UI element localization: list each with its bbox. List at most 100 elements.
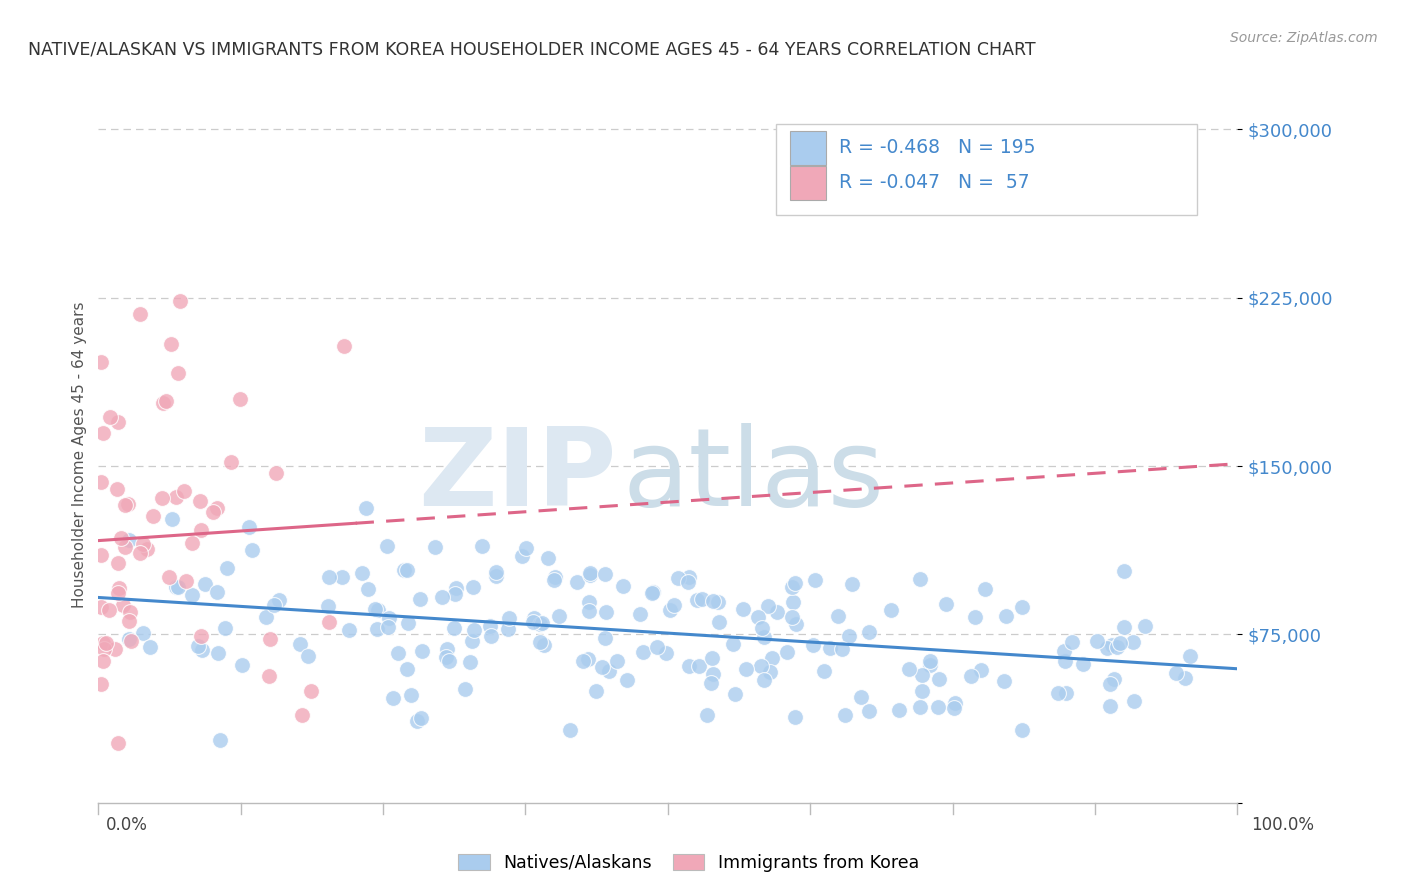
Point [841, 577, 863, 591]
Point [1135, 619, 1157, 633]
Point [688, 659, 710, 673]
Point [707, 595, 730, 609]
Point [686, 592, 709, 607]
Legend: Natives/Alaskans, Immigrants from Korea: Natives/Alaskans, Immigrants from Korea [451, 847, 927, 879]
Point [595, 605, 617, 619]
Point [114, 499, 136, 513]
Point [93, 642, 115, 657]
Point [129, 546, 152, 560]
Point [678, 659, 700, 673]
Point [908, 700, 931, 714]
Point [759, 665, 782, 679]
Point [593, 631, 616, 645]
Point [259, 632, 281, 646]
Point [434, 650, 457, 665]
Point [1174, 671, 1197, 685]
Point [231, 658, 253, 673]
Point [187, 639, 209, 653]
Point [537, 550, 560, 565]
Point [756, 599, 779, 613]
Point [97, 603, 120, 617]
Point [354, 501, 377, 516]
Point [598, 664, 620, 678]
Point [406, 714, 429, 729]
Point [214, 621, 236, 635]
Point [761, 651, 783, 665]
Point [858, 704, 880, 718]
Point [935, 598, 957, 612]
Point [208, 733, 231, 747]
Bar [790, 131, 827, 165]
Point [512, 549, 534, 564]
Point [381, 691, 404, 706]
Point [165, 580, 187, 594]
Point [437, 654, 460, 668]
Point [90, 475, 112, 489]
Point [591, 659, 613, 673]
Point [567, 574, 589, 589]
Point [173, 483, 195, 498]
Point [910, 668, 932, 682]
Point [960, 668, 983, 682]
Point [128, 307, 150, 321]
Point [887, 703, 910, 717]
Point [411, 644, 433, 658]
Point [785, 575, 807, 590]
Point [880, 603, 903, 617]
Point [318, 599, 340, 613]
Point [166, 581, 188, 595]
Point [831, 641, 853, 656]
Point [523, 611, 546, 625]
Point [165, 491, 187, 505]
Point [221, 455, 243, 469]
Point [655, 646, 678, 660]
Point [783, 710, 806, 724]
Point [766, 606, 789, 620]
Point [1085, 634, 1108, 648]
Point [136, 541, 159, 556]
Point [188, 493, 211, 508]
Point [444, 587, 467, 601]
Point [299, 684, 322, 698]
Point [533, 638, 555, 652]
Point [91, 654, 114, 668]
Point [375, 539, 398, 553]
Point [578, 604, 600, 618]
Point [1112, 620, 1135, 634]
Point [631, 645, 654, 659]
Point [1122, 694, 1144, 708]
Point [645, 640, 668, 654]
Point [752, 630, 775, 644]
Point [641, 585, 664, 599]
Point [1046, 686, 1069, 700]
Point [776, 645, 799, 659]
Point [782, 580, 804, 594]
Point [396, 615, 419, 630]
Point [918, 657, 941, 672]
Text: R = -0.047   N =  57: R = -0.047 N = 57 [839, 173, 1029, 192]
Point [120, 605, 142, 619]
Point [818, 641, 841, 656]
Point [696, 708, 718, 723]
Point [107, 586, 129, 600]
Point [155, 393, 177, 408]
Point [747, 610, 769, 624]
Point [118, 632, 141, 646]
Point [515, 541, 537, 555]
Point [423, 541, 446, 555]
Point [194, 577, 217, 591]
Point [1109, 636, 1132, 650]
Point [257, 669, 280, 683]
Point [543, 573, 565, 587]
Point [443, 621, 465, 635]
Point [240, 543, 263, 558]
Point [676, 575, 699, 590]
Point [834, 707, 856, 722]
Point [401, 688, 423, 702]
Point [522, 615, 544, 630]
Point [910, 572, 932, 586]
Point [702, 594, 724, 608]
Point [107, 556, 129, 570]
Point [461, 580, 484, 594]
Point [446, 582, 468, 596]
